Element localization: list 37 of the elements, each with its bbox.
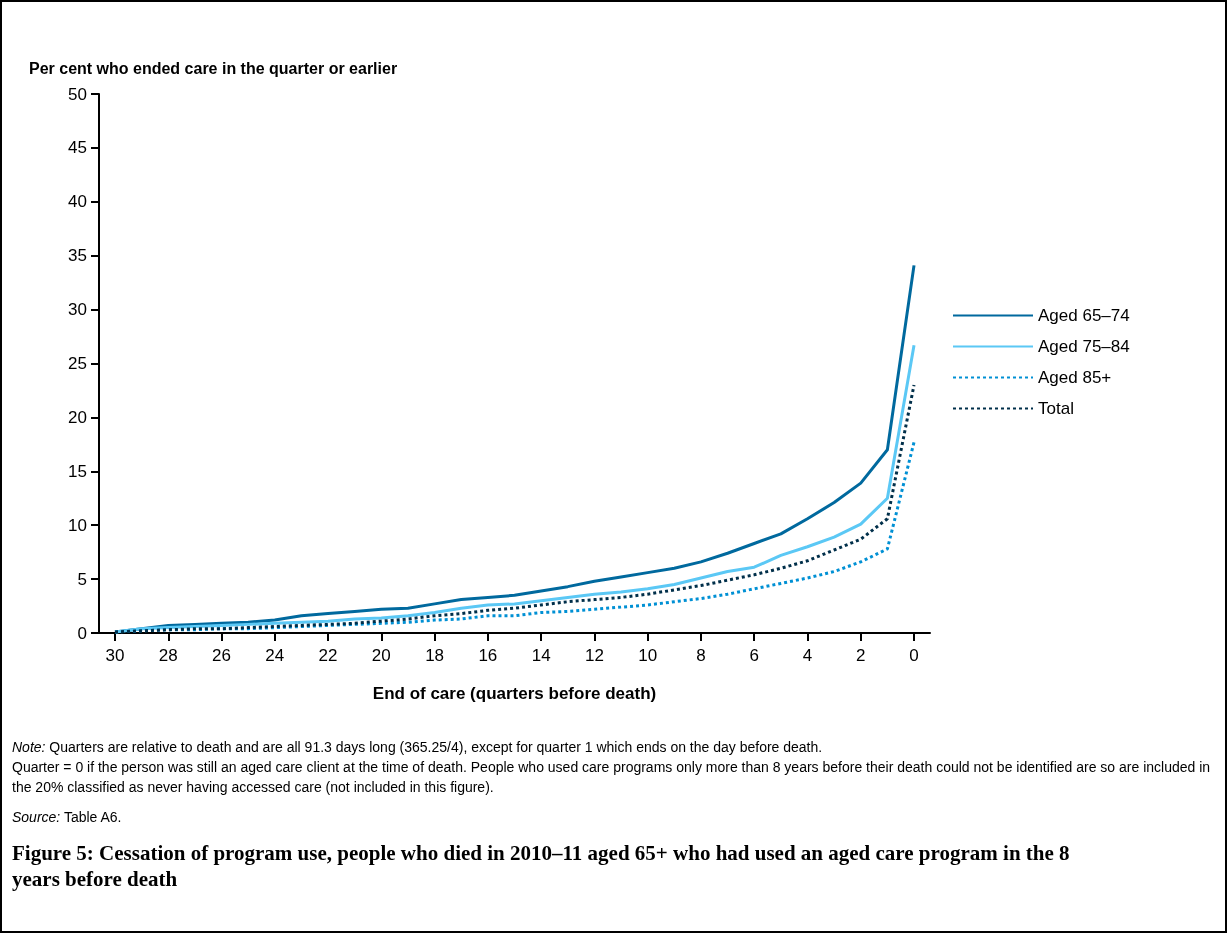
x-tick-label: 2: [856, 646, 866, 665]
y-tick-label: 20: [68, 407, 87, 427]
x-tick-label: 24: [265, 646, 285, 665]
legend-label: Total: [1038, 399, 1074, 418]
legend-label: Aged 85+: [1038, 368, 1112, 387]
y-tick-label: 10: [68, 515, 87, 535]
x-tick-label: 14: [531, 646, 551, 665]
y-tick-label: 45: [68, 138, 87, 158]
x-axis-title: End of care (quarters before death): [372, 684, 657, 703]
y-tick-label: 25: [68, 354, 87, 373]
x-tick-label: 8: [696, 646, 706, 665]
text: Note: Quarters are relative to death and are all 91.3 days long (365.25/4), except for quarter 1 which ends on the day before death.: [12, 738, 824, 757]
legend-label: Aged 65–74: [1038, 306, 1130, 325]
x-tick-label: 20: [371, 646, 391, 665]
y-axis-title: Per cent who ended care in the quarter or earlier: [29, 59, 398, 77]
x-tick-label: 4: [802, 646, 813, 665]
y-tick-label: 50: [68, 84, 87, 104]
x-tick-label: 26: [212, 646, 231, 665]
y-tick-label: 30: [68, 300, 87, 320]
x-tick-label: 16: [478, 646, 498, 665]
source-note: Source: Table A6.: [12, 808, 123, 827]
x-tick-label: 22: [318, 646, 338, 665]
x-tick-label: 12: [584, 646, 604, 665]
x-tick-label: 6: [749, 646, 759, 665]
y-tick-label: 35: [68, 246, 87, 266]
x-tick-label: 0: [909, 646, 919, 665]
legend-label: Aged 75–84: [1038, 337, 1130, 356]
text: Figure 5: Cessation of program use, people who died in 2010–11 aged 65+ who had used an aged care program in the 8 years before death: [12, 840, 1071, 892]
x-tick-label: 30: [105, 646, 125, 665]
x-tick-label: 28: [158, 646, 178, 665]
y-tick-label: 15: [68, 461, 87, 481]
y-tick-label: 40: [68, 192, 87, 212]
y-tick-label: 5: [77, 569, 87, 589]
x-tick-label: 18: [425, 646, 445, 665]
x-tick-label: 10: [638, 646, 658, 665]
y-tick-label: 0: [77, 623, 87, 643]
text: Quarter = 0 if the person was still an aged care client at the time of death. People who used care programs only more than 8 years before their death could not be identified are so are included in the 20% classified as never having accessed care (not included in this figure).: [12, 758, 1212, 797]
